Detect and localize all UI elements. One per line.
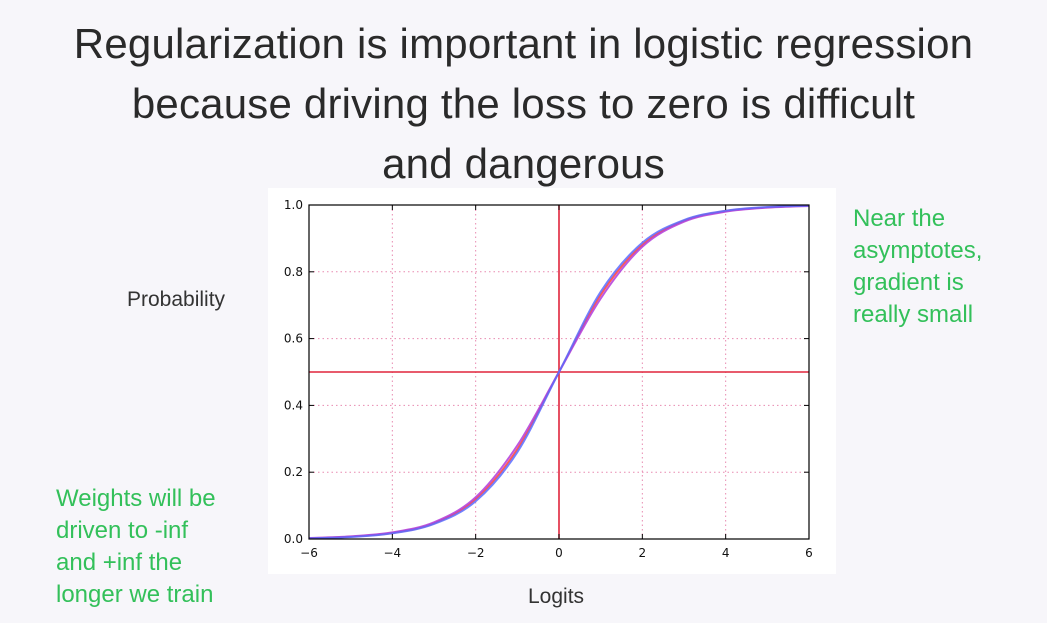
- x-tick-label: 0: [555, 546, 563, 560]
- annotation-line: Weights will be: [56, 485, 216, 512]
- annotation-line: gradient is: [853, 269, 964, 296]
- title-line: Regularization is important in logistic …: [73, 20, 974, 67]
- x-tick-label: −2: [467, 546, 485, 560]
- y-tick-label: 0.0: [284, 532, 303, 546]
- annotation-line: really small: [853, 301, 974, 328]
- slide-title: Regularization is important in logistic …: [0, 14, 1047, 194]
- y-tick-label: 0.4: [284, 398, 303, 412]
- y-tick-label: 0.2: [284, 465, 303, 479]
- x-tick-label: −4: [383, 546, 401, 560]
- y-axis-label: Probability: [127, 288, 226, 311]
- x-tick-label: 6: [805, 546, 813, 560]
- annotation-line: and +inf the: [56, 549, 183, 576]
- annotation-line: driven to -inf: [56, 517, 189, 544]
- annotation-line: asymptotes,: [853, 237, 983, 264]
- title-line: because driving the loss to zero is diff…: [131, 80, 916, 127]
- plot-area: −6 −4 −2 0 2 4 6 0.0 0.2 0.4 0.6 0.8 1.0: [268, 188, 836, 574]
- sigmoid-chart: −6 −4 −2 0 2 4 6 0.0 0.2 0.4 0.6 0.8 1.0: [284, 198, 813, 560]
- x-tick-label: −6: [300, 546, 318, 560]
- x-axis-label: Logits: [528, 585, 585, 608]
- curve-series: [308, 204, 810, 540]
- y-tick-label: 0.8: [284, 265, 303, 279]
- asymptote-annotation: Near the asymptotes, gradient is really …: [853, 203, 982, 331]
- x-tick-label: 4: [722, 546, 730, 560]
- annotation-line: longer we train: [56, 581, 214, 608]
- y-tick-label: 0.6: [284, 332, 303, 346]
- weights-annotation: Weights will be driven to -inf and +inf …: [56, 483, 216, 611]
- x-tick-label: 2: [639, 546, 647, 560]
- annotation-line: Near the: [853, 205, 946, 232]
- title-line: and dangerous: [382, 140, 665, 187]
- y-tick-label: 1.0: [284, 198, 303, 212]
